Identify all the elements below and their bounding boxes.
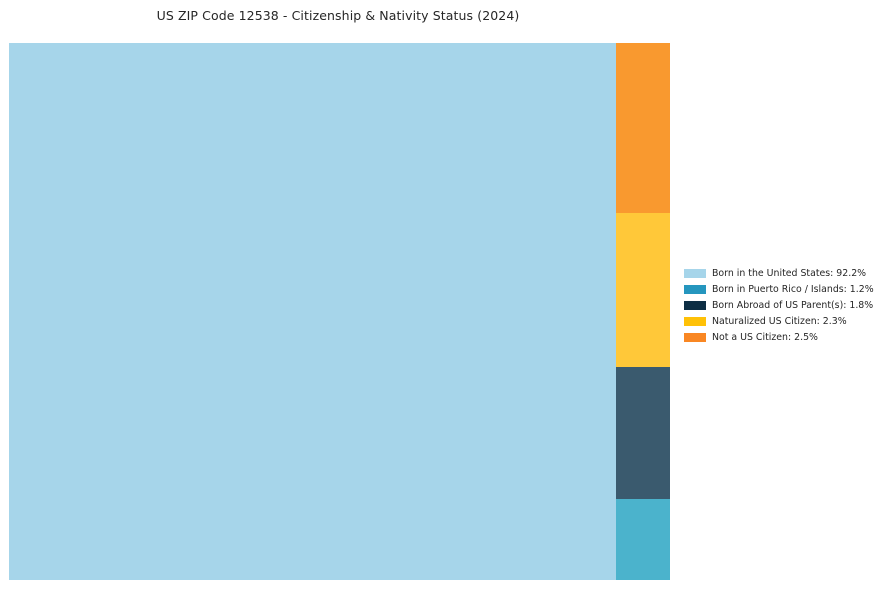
legend-color-swatch <box>684 300 706 310</box>
legend-item[interactable]: Not a US Citizen: 2.5% <box>684 329 884 345</box>
legend-item-label: Naturalized US Citizen: 2.3% <box>712 315 847 327</box>
treemap-tile[interactable]: 1.8% <box>616 367 670 499</box>
treemap-tile[interactable]: 92.2% <box>9 43 616 580</box>
treemap-tile[interactable]: 2.3% <box>616 213 670 367</box>
legend-item-label: Born in Puerto Rico / Islands: 1.2% <box>712 283 874 295</box>
legend-item-label: Born Abroad of US Parent(s): 1.8% <box>712 299 874 311</box>
legend-item-label: Not a US Citizen: 2.5% <box>712 331 818 343</box>
legend-item[interactable]: Born in the United States: 92.2% <box>684 265 884 281</box>
legend-color-swatch <box>684 332 706 342</box>
treemap-tile[interactable]: 1.2% <box>616 499 670 580</box>
treemap-plot-area: 92.2%2.5%2.3%1.8%1.2% <box>9 43 670 580</box>
chart-title: US ZIP Code 12538 - Citizenship & Nativi… <box>156 8 520 23</box>
chart-legend: Born in the United States: 92.2% Born in … <box>684 265 884 345</box>
legend-color-swatch <box>684 316 706 326</box>
treemap-tile[interactable]: 2.5% <box>616 43 670 213</box>
legend-item-label: Born in the United States: 92.2% <box>712 267 867 279</box>
legend-item[interactable]: Born Abroad of US Parent(s): 1.8% <box>684 297 884 313</box>
legend-color-swatch <box>684 284 706 294</box>
legend-color-swatch <box>684 268 706 278</box>
legend-item[interactable]: Born in Puerto Rico / Islands: 1.2% <box>684 281 884 297</box>
legend-item[interactable]: Naturalized US Citizen: 2.3% <box>684 313 884 329</box>
